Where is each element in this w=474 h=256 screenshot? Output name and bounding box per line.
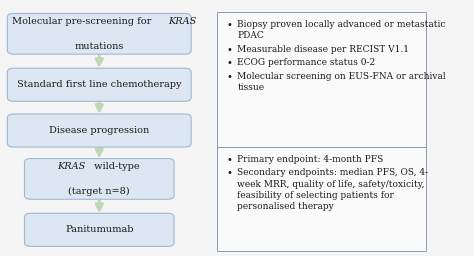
FancyBboxPatch shape [217, 147, 426, 251]
Text: Biopsy proven locally advanced or metastatic
PDAC: Biopsy proven locally advanced or metast… [237, 20, 446, 40]
Text: Secondary endpoints: median PFS, OS, 4-
week MRR, quality of life, safety/toxici: Secondary endpoints: median PFS, OS, 4- … [237, 168, 428, 211]
Text: •: • [227, 45, 232, 55]
FancyBboxPatch shape [25, 213, 174, 246]
Text: ECOG performance status 0-2: ECOG performance status 0-2 [237, 58, 375, 67]
Text: Molecular screening on EUS-FNA or archival
tissue: Molecular screening on EUS-FNA or archiv… [237, 72, 446, 92]
Text: •: • [227, 155, 232, 165]
Text: Disease progression: Disease progression [49, 126, 149, 135]
FancyBboxPatch shape [25, 158, 174, 199]
Text: •: • [227, 20, 232, 30]
FancyBboxPatch shape [8, 68, 191, 101]
Text: •: • [227, 72, 232, 82]
Text: (target n=8): (target n=8) [68, 187, 130, 196]
FancyBboxPatch shape [8, 13, 191, 54]
Text: Molecular pre-screening for: Molecular pre-screening for [11, 17, 154, 26]
Text: Primary endpoint: 4-month PFS: Primary endpoint: 4-month PFS [237, 155, 383, 164]
Text: Measurable disease per RECIST V1.1: Measurable disease per RECIST V1.1 [237, 45, 409, 54]
Text: KRAS: KRAS [168, 17, 196, 26]
Text: Panitumumab: Panitumumab [65, 225, 134, 234]
Text: KRAS: KRAS [57, 162, 85, 171]
FancyBboxPatch shape [217, 12, 426, 150]
Text: •: • [227, 58, 232, 68]
FancyBboxPatch shape [8, 114, 191, 147]
Text: Standard first line chemotherapy: Standard first line chemotherapy [17, 80, 182, 89]
Text: mutations: mutations [74, 42, 124, 51]
Text: wild-type: wild-type [91, 162, 140, 171]
Text: •: • [227, 168, 232, 178]
